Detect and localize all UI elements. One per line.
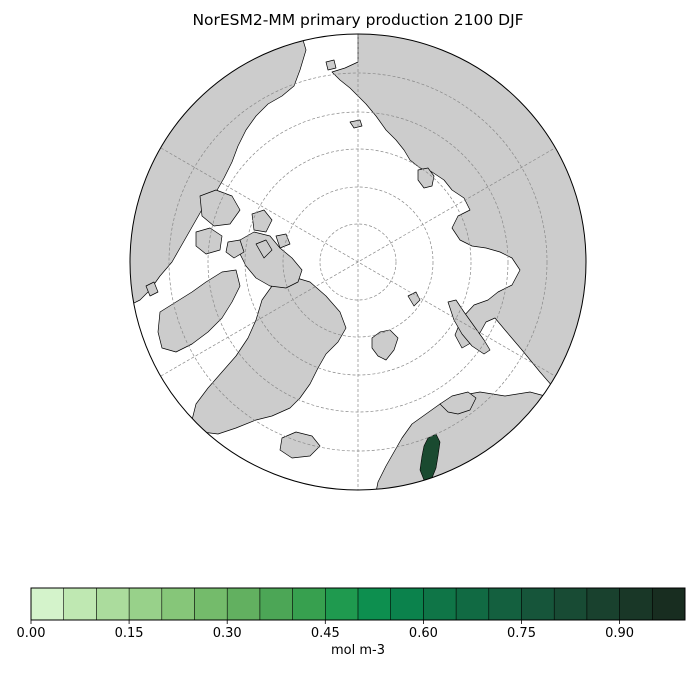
colorbar-swatch	[619, 587, 653, 621]
colorbar-swatch	[586, 587, 621, 621]
colorbar-swatch	[455, 587, 490, 621]
land-ellesmere	[239, 231, 303, 289]
land-southampton	[145, 281, 159, 297]
land-islands-b	[225, 239, 245, 259]
colorbar-swatch	[194, 587, 228, 621]
colorbar-frame	[30, 587, 686, 621]
latitude-circle	[319, 223, 397, 301]
colorbar	[30, 587, 686, 621]
colorbar-swatch	[292, 587, 326, 621]
colorbar-tick-label: 0.90	[605, 626, 634, 641]
land-greenland	[191, 275, 347, 435]
land-islands-c	[255, 239, 273, 259]
colorbar-swatch	[226, 587, 261, 621]
colorbar-swatch	[423, 587, 457, 621]
land-victoria-island	[199, 189, 241, 227]
land-franz-josef	[407, 291, 421, 307]
land-severnaya-zemlya	[417, 167, 435, 189]
colorbar-swatch	[357, 587, 392, 621]
land-islands-d	[275, 233, 291, 249]
colorbar-swatch	[96, 587, 130, 621]
colorbar-swatch	[390, 587, 424, 621]
colorbar-swatch	[553, 587, 588, 621]
land-islands-a	[251, 209, 273, 233]
land-svalbard	[371, 329, 399, 361]
colorbar-tick-label: 0.45	[311, 626, 340, 641]
land-banks-island	[195, 227, 223, 255]
meridian	[160, 147, 556, 377]
colorbar-tick-label: 0.15	[115, 626, 144, 641]
land-small-islands	[325, 59, 337, 71]
land-baffin	[157, 269, 241, 353]
colorbar-tick-label: 0.60	[409, 626, 438, 641]
graticule	[160, 34, 556, 490]
colorbar-swatch	[488, 587, 522, 621]
map-title: NorESM2-MM primary production 2100 DJF	[192, 11, 524, 29]
map-disk	[130, 34, 586, 490]
colorbar-swatch	[63, 587, 97, 621]
colorbar-swatch	[259, 587, 294, 621]
colorbar-swatch	[128, 587, 163, 621]
colorbar-swatch	[324, 587, 359, 621]
map-boundary	[129, 33, 587, 491]
land-new-siberian-islands	[349, 119, 363, 129]
colorbar-ticks: 0.00 0.15 0.30 0.45 0.60 0.75 0.90	[17, 620, 634, 641]
colorbar-label: mol m-3	[331, 643, 385, 658]
colorbar-tick-label: 0.30	[213, 626, 242, 641]
land-siberia	[331, 34, 586, 401]
colorbar-swatch	[651, 587, 686, 621]
land-kola	[439, 391, 477, 415]
colorbar-tick-label: 0.75	[507, 626, 536, 641]
colorbar-swatch	[30, 587, 65, 621]
colorbar-swatch	[521, 587, 555, 621]
colorbar-swatch	[161, 587, 196, 621]
colorbar-tick-label: 0.00	[17, 626, 46, 641]
